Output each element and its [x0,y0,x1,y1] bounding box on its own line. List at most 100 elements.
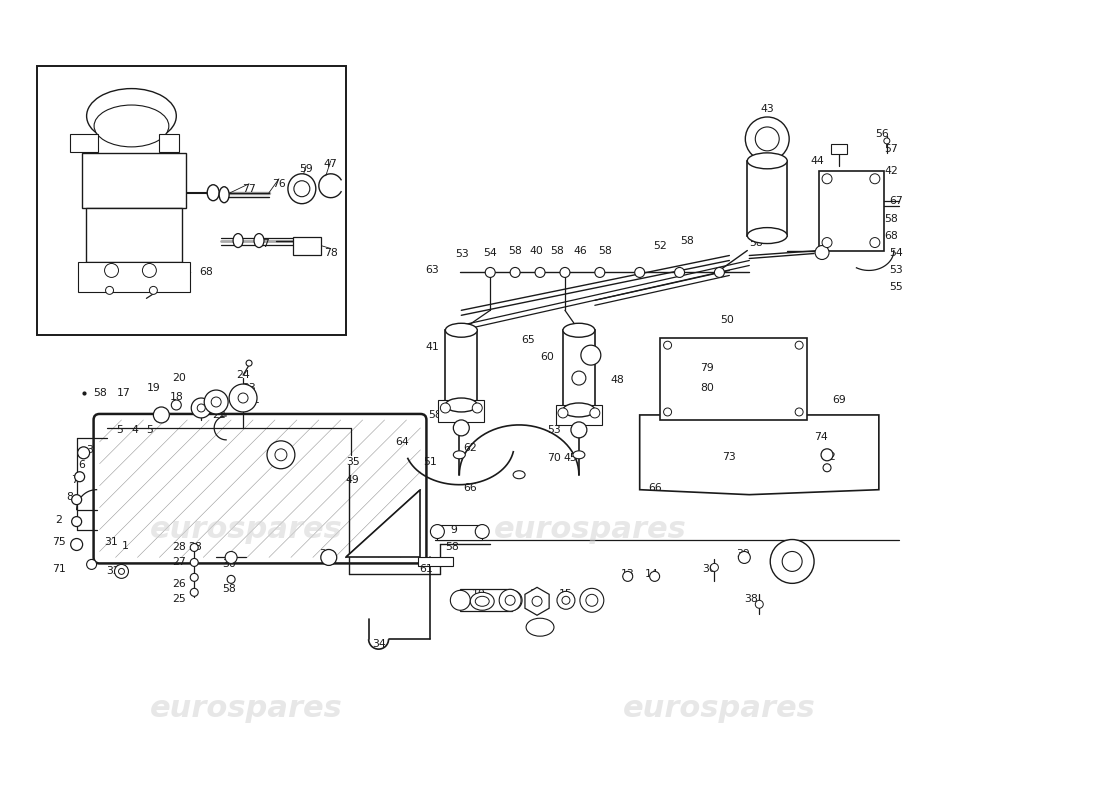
Circle shape [294,181,310,197]
Polygon shape [640,415,879,494]
Text: 78: 78 [323,247,338,258]
Text: eurospares: eurospares [494,515,686,544]
Circle shape [663,408,672,416]
Circle shape [770,539,814,583]
Circle shape [190,558,198,566]
Ellipse shape [747,228,788,243]
Text: 47: 47 [323,159,338,169]
Circle shape [450,590,471,610]
Ellipse shape [233,234,243,247]
Text: 24: 24 [236,370,250,380]
Text: 53: 53 [547,425,561,435]
Text: 11: 11 [530,590,543,599]
Circle shape [246,360,252,366]
Text: 53: 53 [455,249,470,258]
Text: 6: 6 [78,460,85,470]
Ellipse shape [513,470,525,478]
Text: 10: 10 [471,590,485,599]
Circle shape [590,408,600,418]
Circle shape [267,441,295,469]
Text: 52: 52 [652,241,667,250]
Text: 70: 70 [547,453,561,462]
Bar [438,525,482,539]
Circle shape [562,596,570,604]
Text: 34: 34 [372,639,385,649]
Circle shape [883,138,890,144]
Circle shape [557,591,575,610]
Circle shape [870,174,880,184]
Text: 17: 17 [117,388,131,398]
Text: 54: 54 [483,247,497,258]
Text: 58: 58 [429,410,442,420]
Text: 33: 33 [319,550,332,559]
Circle shape [211,397,221,407]
Text: 15: 15 [559,590,573,599]
Text: 58: 58 [508,246,522,255]
Text: 77: 77 [256,238,270,249]
Text: 18: 18 [169,392,184,402]
Text: 1: 1 [122,542,129,551]
Text: 28: 28 [173,542,186,553]
Circle shape [78,447,89,458]
Text: 43: 43 [760,104,774,114]
Circle shape [485,267,495,278]
Circle shape [595,267,605,278]
Text: 45: 45 [563,453,576,462]
Circle shape [430,525,444,538]
Text: 12: 12 [504,590,517,599]
Text: 57: 57 [884,144,898,154]
Circle shape [746,117,789,161]
Circle shape [822,174,832,184]
Ellipse shape [526,618,554,636]
Bar [460,590,513,611]
Bar [86,208,183,262]
Circle shape [205,390,228,414]
Text: 75: 75 [52,537,66,546]
Bar [446,330,477,405]
Text: 58: 58 [92,388,107,398]
Circle shape [72,494,81,505]
Bar [439,400,484,422]
Bar [820,170,883,250]
Circle shape [572,371,586,385]
Polygon shape [345,490,420,558]
Text: 29: 29 [534,622,547,632]
Text: 68: 68 [199,267,213,278]
Text: 39: 39 [737,550,750,559]
Text: 3: 3 [86,445,94,455]
Circle shape [321,550,337,566]
Bar [563,330,595,410]
Text: 31: 31 [104,537,119,546]
Ellipse shape [288,174,316,204]
Text: 55: 55 [889,282,903,292]
Circle shape [558,408,568,418]
Polygon shape [525,587,549,615]
Circle shape [229,384,257,412]
Circle shape [821,449,833,461]
Ellipse shape [219,186,229,202]
Text: 13: 13 [620,570,635,579]
Text: 28: 28 [188,542,202,553]
Text: 25: 25 [173,594,186,604]
Text: 50: 50 [720,315,735,326]
Circle shape [795,342,803,349]
Circle shape [714,267,725,278]
Ellipse shape [446,323,477,338]
Bar [160,134,179,152]
Circle shape [499,590,521,611]
Bar [747,161,788,235]
Circle shape [119,569,124,574]
Circle shape [823,464,830,472]
Circle shape [87,559,97,570]
Circle shape [870,238,880,247]
Text: 9: 9 [450,525,456,534]
Text: 16: 16 [585,590,598,599]
Bar [418,558,453,566]
Ellipse shape [95,105,168,147]
Text: eurospares: eurospares [150,694,342,723]
Circle shape [75,472,85,482]
Text: 35: 35 [345,457,360,466]
Text: 58: 58 [598,246,612,255]
Text: 51: 51 [424,457,438,466]
Circle shape [104,263,119,278]
